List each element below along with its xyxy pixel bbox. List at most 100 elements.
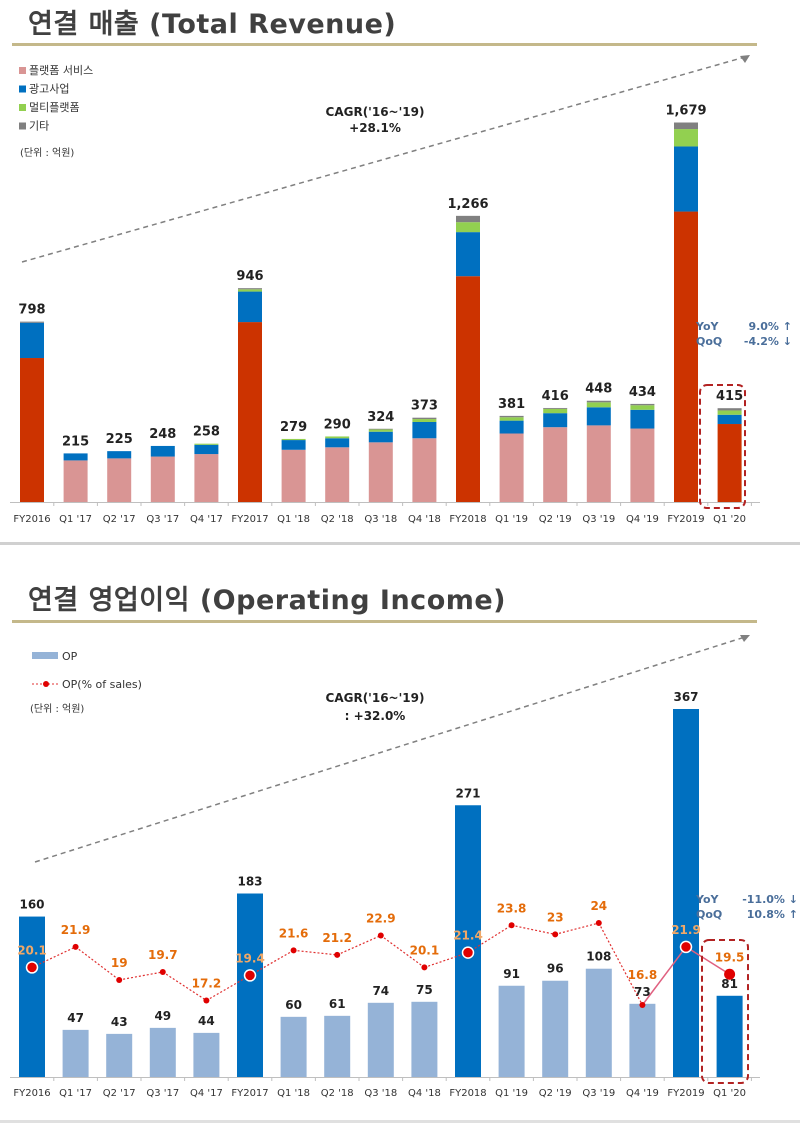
op-value-label: 271 bbox=[455, 786, 480, 800]
op-bar bbox=[193, 1032, 220, 1077]
margin-point bbox=[203, 997, 210, 1004]
margin-label: 19.5 bbox=[715, 950, 745, 964]
margin-label: 22.9 bbox=[366, 912, 396, 926]
margin-label: 23 bbox=[547, 910, 564, 924]
x-tick-label: FY2019 bbox=[667, 514, 704, 525]
bar-segment bbox=[586, 407, 611, 426]
bar-segment bbox=[368, 429, 393, 432]
bar-segment bbox=[630, 403, 655, 406]
op-value-label: 49 bbox=[154, 1009, 171, 1023]
bar-segment bbox=[150, 445, 175, 457]
revenue-title-rule bbox=[12, 43, 757, 46]
qoq-value: -4.2% ↓ bbox=[744, 335, 792, 348]
qoq-label: QoQ bbox=[696, 908, 722, 921]
bar-segment bbox=[543, 407, 568, 409]
bar-segment bbox=[150, 456, 175, 502]
margin-line-segment bbox=[162, 971, 207, 1001]
op-bar bbox=[19, 916, 45, 1077]
legend-label: 광고사업 bbox=[29, 83, 69, 96]
data-label: 258 bbox=[193, 425, 220, 440]
x-tick-label: FY2017 bbox=[231, 514, 268, 525]
bar-segment bbox=[325, 436, 350, 439]
margin-point bbox=[552, 931, 559, 938]
margin-point bbox=[72, 943, 79, 950]
op-title-rule bbox=[12, 620, 757, 623]
bar-segment bbox=[543, 427, 568, 502]
margin-point bbox=[377, 932, 384, 939]
bottom-divider bbox=[0, 1120, 800, 1123]
x-tick-label: Q2 '18 bbox=[321, 514, 354, 525]
x-tick-label: Q3 '17 bbox=[146, 514, 179, 525]
op-value-label: 183 bbox=[237, 875, 262, 889]
op-value-label: 47 bbox=[67, 1011, 84, 1025]
op-value-label: 160 bbox=[19, 898, 44, 912]
x-tick-label: Q3 '19 bbox=[582, 1088, 615, 1099]
data-label: 416 bbox=[542, 389, 569, 404]
margin-label: 19 bbox=[111, 956, 128, 970]
x-tick-label: Q1 '19 bbox=[495, 1088, 528, 1099]
bar-segment bbox=[412, 438, 437, 502]
op-bar bbox=[411, 1001, 438, 1077]
op-bar bbox=[149, 1027, 176, 1077]
legend-dot bbox=[43, 681, 49, 687]
op-value-label: 367 bbox=[673, 690, 698, 704]
bar-segment bbox=[717, 414, 742, 425]
section-divider bbox=[0, 542, 800, 545]
op-bar bbox=[498, 985, 525, 1077]
data-label: 798 bbox=[18, 303, 45, 318]
bar-segment bbox=[238, 291, 262, 323]
x-tick-label: Q3 '18 bbox=[364, 1088, 397, 1099]
bar-segment bbox=[717, 408, 742, 411]
margin-line-segment bbox=[685, 946, 730, 975]
x-tick-label: Q2 '17 bbox=[103, 514, 136, 525]
x-tick-label: FY2017 bbox=[231, 1088, 268, 1099]
x-tick-label: Q3 '19 bbox=[582, 514, 615, 525]
data-label: 373 bbox=[411, 399, 438, 414]
op-value-label: 60 bbox=[285, 998, 302, 1012]
bar-segment bbox=[543, 408, 568, 414]
data-label: 448 bbox=[585, 382, 612, 397]
data-label: 324 bbox=[367, 410, 394, 425]
margin-label: 20.1 bbox=[17, 943, 47, 957]
margin-point bbox=[159, 968, 166, 975]
margin-label: 21.2 bbox=[322, 931, 352, 945]
x-tick-label: Q3 '18 bbox=[364, 514, 397, 525]
data-label: 1,266 bbox=[447, 197, 488, 212]
data-label: 225 bbox=[106, 432, 133, 447]
x-tick-label: FY2018 bbox=[449, 514, 486, 525]
margin-label: 20.1 bbox=[410, 943, 440, 957]
unit-note: (단위 : 억원) bbox=[20, 146, 74, 159]
margin-line-segment bbox=[598, 922, 643, 1006]
bar-segment bbox=[63, 460, 88, 502]
x-tick-label: Q1 '18 bbox=[277, 514, 310, 525]
margin-label: 17.2 bbox=[192, 976, 222, 990]
bar-segment bbox=[586, 402, 611, 408]
x-tick-label: Q1 '20 bbox=[713, 1088, 746, 1099]
bar-segment bbox=[238, 289, 262, 292]
qoq-label: QoQ bbox=[696, 335, 722, 348]
margin-line-segment bbox=[380, 935, 425, 968]
legend-label: OP(% of sales) bbox=[62, 678, 142, 691]
highlight-box bbox=[699, 384, 746, 509]
margin-line-segment bbox=[555, 922, 599, 935]
bar-segment bbox=[674, 129, 698, 147]
data-label: 1,679 bbox=[665, 104, 706, 119]
margin-point bbox=[639, 1002, 646, 1009]
margin-label: 21.6 bbox=[279, 926, 309, 940]
op-value-label: 43 bbox=[111, 1015, 128, 1029]
cagr-label: CAGR('16~'19) bbox=[326, 105, 425, 119]
op-bar bbox=[62, 1029, 89, 1077]
yoy-value: 9.0% ↑ bbox=[748, 320, 792, 333]
legend-swatch bbox=[19, 85, 26, 93]
data-label: 415 bbox=[716, 389, 743, 404]
bar-segment bbox=[456, 232, 480, 277]
x-tick-label: Q2 '17 bbox=[103, 1088, 136, 1099]
qoq-value: 10.8% ↑ bbox=[747, 908, 798, 921]
data-label: 290 bbox=[324, 417, 351, 432]
cagr-value: : +32.0% bbox=[345, 709, 406, 723]
x-tick-label: Q3 '17 bbox=[146, 1088, 179, 1099]
margin-line-segment bbox=[511, 924, 556, 935]
data-label: 215 bbox=[62, 434, 89, 449]
bar-segment bbox=[674, 146, 698, 212]
bar-segment bbox=[281, 440, 306, 450]
